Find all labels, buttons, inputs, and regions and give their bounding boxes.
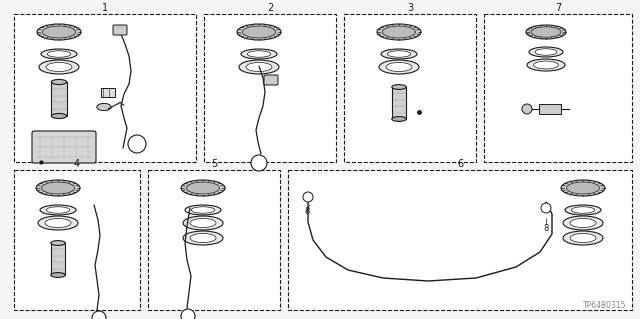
Text: 8: 8 (305, 207, 310, 217)
Ellipse shape (246, 63, 272, 71)
Ellipse shape (392, 85, 406, 89)
Ellipse shape (47, 51, 70, 57)
Bar (392, 87, 406, 119)
Circle shape (181, 309, 195, 319)
Circle shape (92, 311, 106, 319)
Ellipse shape (97, 103, 111, 111)
Ellipse shape (563, 216, 603, 230)
Ellipse shape (241, 49, 277, 59)
Circle shape (303, 192, 313, 202)
FancyBboxPatch shape (113, 25, 127, 35)
Ellipse shape (565, 205, 601, 215)
Ellipse shape (51, 79, 67, 85)
Bar (344, 14, 476, 162)
Ellipse shape (383, 26, 415, 38)
Ellipse shape (38, 216, 78, 230)
Text: 2: 2 (267, 3, 273, 13)
Ellipse shape (237, 24, 281, 40)
Ellipse shape (239, 60, 279, 74)
Ellipse shape (190, 219, 216, 227)
Text: 6: 6 (457, 159, 463, 169)
Ellipse shape (183, 216, 223, 230)
Ellipse shape (529, 47, 563, 57)
Ellipse shape (561, 180, 605, 196)
Bar (14, 170, 140, 310)
Bar (51, 82, 67, 116)
Ellipse shape (45, 219, 71, 227)
Bar (288, 170, 632, 310)
Text: 5: 5 (211, 159, 217, 169)
Ellipse shape (387, 51, 411, 57)
Ellipse shape (51, 241, 65, 245)
Ellipse shape (531, 27, 561, 37)
Text: 8: 8 (543, 224, 548, 233)
Bar (484, 14, 632, 162)
Bar (539, 104, 561, 114)
Ellipse shape (186, 182, 220, 194)
Ellipse shape (379, 60, 419, 74)
Ellipse shape (243, 26, 275, 38)
Bar (148, 170, 280, 310)
Circle shape (541, 203, 551, 213)
Ellipse shape (247, 51, 271, 57)
Ellipse shape (36, 180, 80, 196)
Ellipse shape (37, 24, 81, 40)
Circle shape (522, 104, 532, 114)
FancyBboxPatch shape (32, 131, 96, 163)
Bar (204, 14, 336, 162)
Ellipse shape (572, 207, 595, 213)
Circle shape (128, 135, 146, 153)
Ellipse shape (42, 26, 76, 38)
Text: 7: 7 (555, 3, 561, 13)
Ellipse shape (46, 63, 72, 71)
Ellipse shape (183, 231, 223, 245)
Ellipse shape (570, 219, 596, 227)
Ellipse shape (51, 273, 65, 278)
Text: 1: 1 (102, 3, 108, 13)
Ellipse shape (181, 180, 225, 196)
Ellipse shape (40, 205, 76, 215)
Ellipse shape (377, 24, 421, 40)
Ellipse shape (191, 207, 214, 213)
Ellipse shape (39, 60, 79, 74)
Ellipse shape (527, 59, 565, 71)
Ellipse shape (392, 117, 406, 122)
Ellipse shape (42, 182, 74, 194)
Ellipse shape (566, 182, 600, 194)
Bar (51, 243, 65, 275)
Circle shape (251, 155, 267, 171)
Ellipse shape (381, 49, 417, 59)
Bar (101, 88, 115, 97)
Ellipse shape (41, 49, 77, 59)
Ellipse shape (190, 234, 216, 242)
Ellipse shape (386, 63, 412, 71)
Ellipse shape (46, 207, 70, 213)
Ellipse shape (526, 25, 566, 39)
Bar (14, 14, 196, 162)
Text: 4: 4 (74, 159, 80, 169)
Ellipse shape (534, 61, 558, 69)
Text: 3: 3 (407, 3, 413, 13)
Ellipse shape (185, 205, 221, 215)
Ellipse shape (535, 49, 557, 55)
Text: TP64B0315: TP64B0315 (582, 301, 626, 310)
Ellipse shape (563, 231, 603, 245)
Ellipse shape (51, 114, 67, 119)
FancyBboxPatch shape (264, 75, 278, 85)
Ellipse shape (570, 234, 596, 242)
